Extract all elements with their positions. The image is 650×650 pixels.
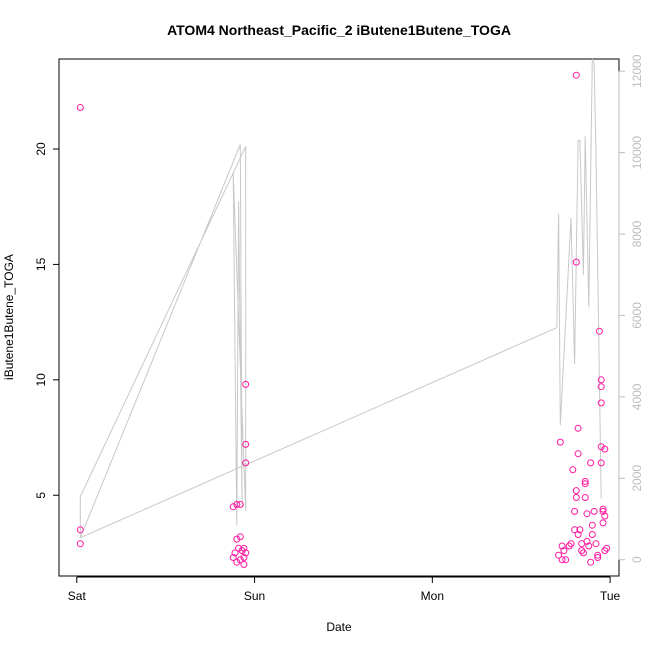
data-point [240, 544, 248, 552]
data-point [574, 531, 582, 538]
data-point [235, 544, 243, 552]
data-point [233, 535, 241, 543]
data-point [597, 459, 605, 467]
data-point [585, 542, 593, 550]
data-point [597, 376, 605, 384]
data-point [581, 477, 589, 485]
data-point [76, 526, 84, 534]
y2-tick-label: 10000 [630, 136, 644, 170]
y2-tick-label: 4000 [630, 383, 644, 410]
data-point [562, 556, 570, 564]
y-tick-label: 20 [34, 142, 48, 156]
line-layer [79, 58, 602, 539]
data-point [240, 554, 248, 561]
data-point [597, 383, 605, 391]
data-point [587, 558, 595, 566]
data-point [588, 521, 596, 529]
data-point [242, 380, 250, 388]
x-tick-label: Sat [68, 589, 87, 603]
data-point [594, 554, 602, 561]
data-point [592, 540, 600, 548]
data-point [572, 258, 580, 266]
data-point [238, 547, 246, 555]
data-point [240, 561, 248, 568]
data-point [567, 540, 575, 548]
data-point [603, 544, 611, 552]
data-point [242, 549, 250, 557]
data-point [558, 542, 566, 550]
x-tick-label: Tue [600, 589, 621, 603]
chart-title: ATOM4 Northeast_Pacific_2 iButene1Butene… [167, 22, 511, 38]
data-point [597, 399, 605, 407]
y-axis-right: 0 2000 4000 6000 8000 10000 12000 [618, 54, 644, 563]
data-point [601, 547, 609, 555]
data-point [601, 512, 609, 520]
data-point [229, 503, 237, 511]
series-line-right-axis [79, 58, 602, 539]
data-point [560, 547, 568, 555]
data-point [590, 507, 598, 515]
points-layer [76, 71, 611, 568]
data-point [597, 443, 605, 451]
x-tick-label: Mon [421, 589, 444, 603]
y-axis-left: 5 10 15 20 [34, 142, 60, 499]
data-point [572, 487, 580, 495]
data-point [595, 327, 603, 335]
data-point [576, 526, 584, 534]
y2-tick-label: 0 [630, 556, 644, 563]
data-point [571, 507, 579, 515]
y-tick-label: 5 [34, 492, 48, 499]
data-point [574, 450, 582, 458]
y-axis-label: iButene1Butene_TOGA [2, 254, 16, 380]
data-point [229, 554, 237, 561]
x-axis-label: Date [326, 620, 352, 634]
y2-tick-label: 6000 [630, 302, 644, 329]
x-axis: Sat Sun Mon Tue [68, 576, 621, 603]
data-point [579, 549, 587, 557]
plot-frame [58, 58, 620, 577]
data-point [242, 459, 250, 467]
data-point [587, 459, 595, 467]
data-point [588, 531, 596, 538]
data-point [231, 549, 239, 557]
data-point [594, 551, 602, 559]
y2-tick-label: 8000 [630, 220, 644, 247]
y-tick-label: 10 [34, 373, 48, 387]
data-point [572, 494, 580, 501]
data-point [233, 501, 241, 508]
data-point [583, 510, 591, 518]
data-point [583, 537, 591, 545]
data-point [599, 505, 607, 513]
data-point [601, 445, 609, 453]
data-point [76, 540, 84, 548]
x-tick-label: Sun [244, 589, 265, 603]
data-point [233, 558, 241, 566]
data-point [558, 556, 566, 564]
data-point [599, 519, 607, 527]
data-point [236, 533, 244, 541]
y-tick-label: 15 [34, 257, 48, 271]
data-point [599, 507, 607, 515]
y2-tick-label: 12000 [630, 54, 644, 88]
data-point [581, 480, 589, 488]
data-point [555, 551, 563, 559]
data-point [572, 71, 580, 79]
data-point [574, 424, 582, 432]
y2-tick-label: 2000 [630, 465, 644, 492]
data-point [569, 466, 577, 474]
data-point [571, 526, 579, 534]
data-point [242, 440, 250, 448]
data-point [236, 556, 244, 564]
data-point [581, 494, 589, 501]
data-point [236, 501, 244, 508]
data-point [556, 438, 564, 446]
data-point [565, 542, 573, 550]
data-point [76, 104, 84, 111]
